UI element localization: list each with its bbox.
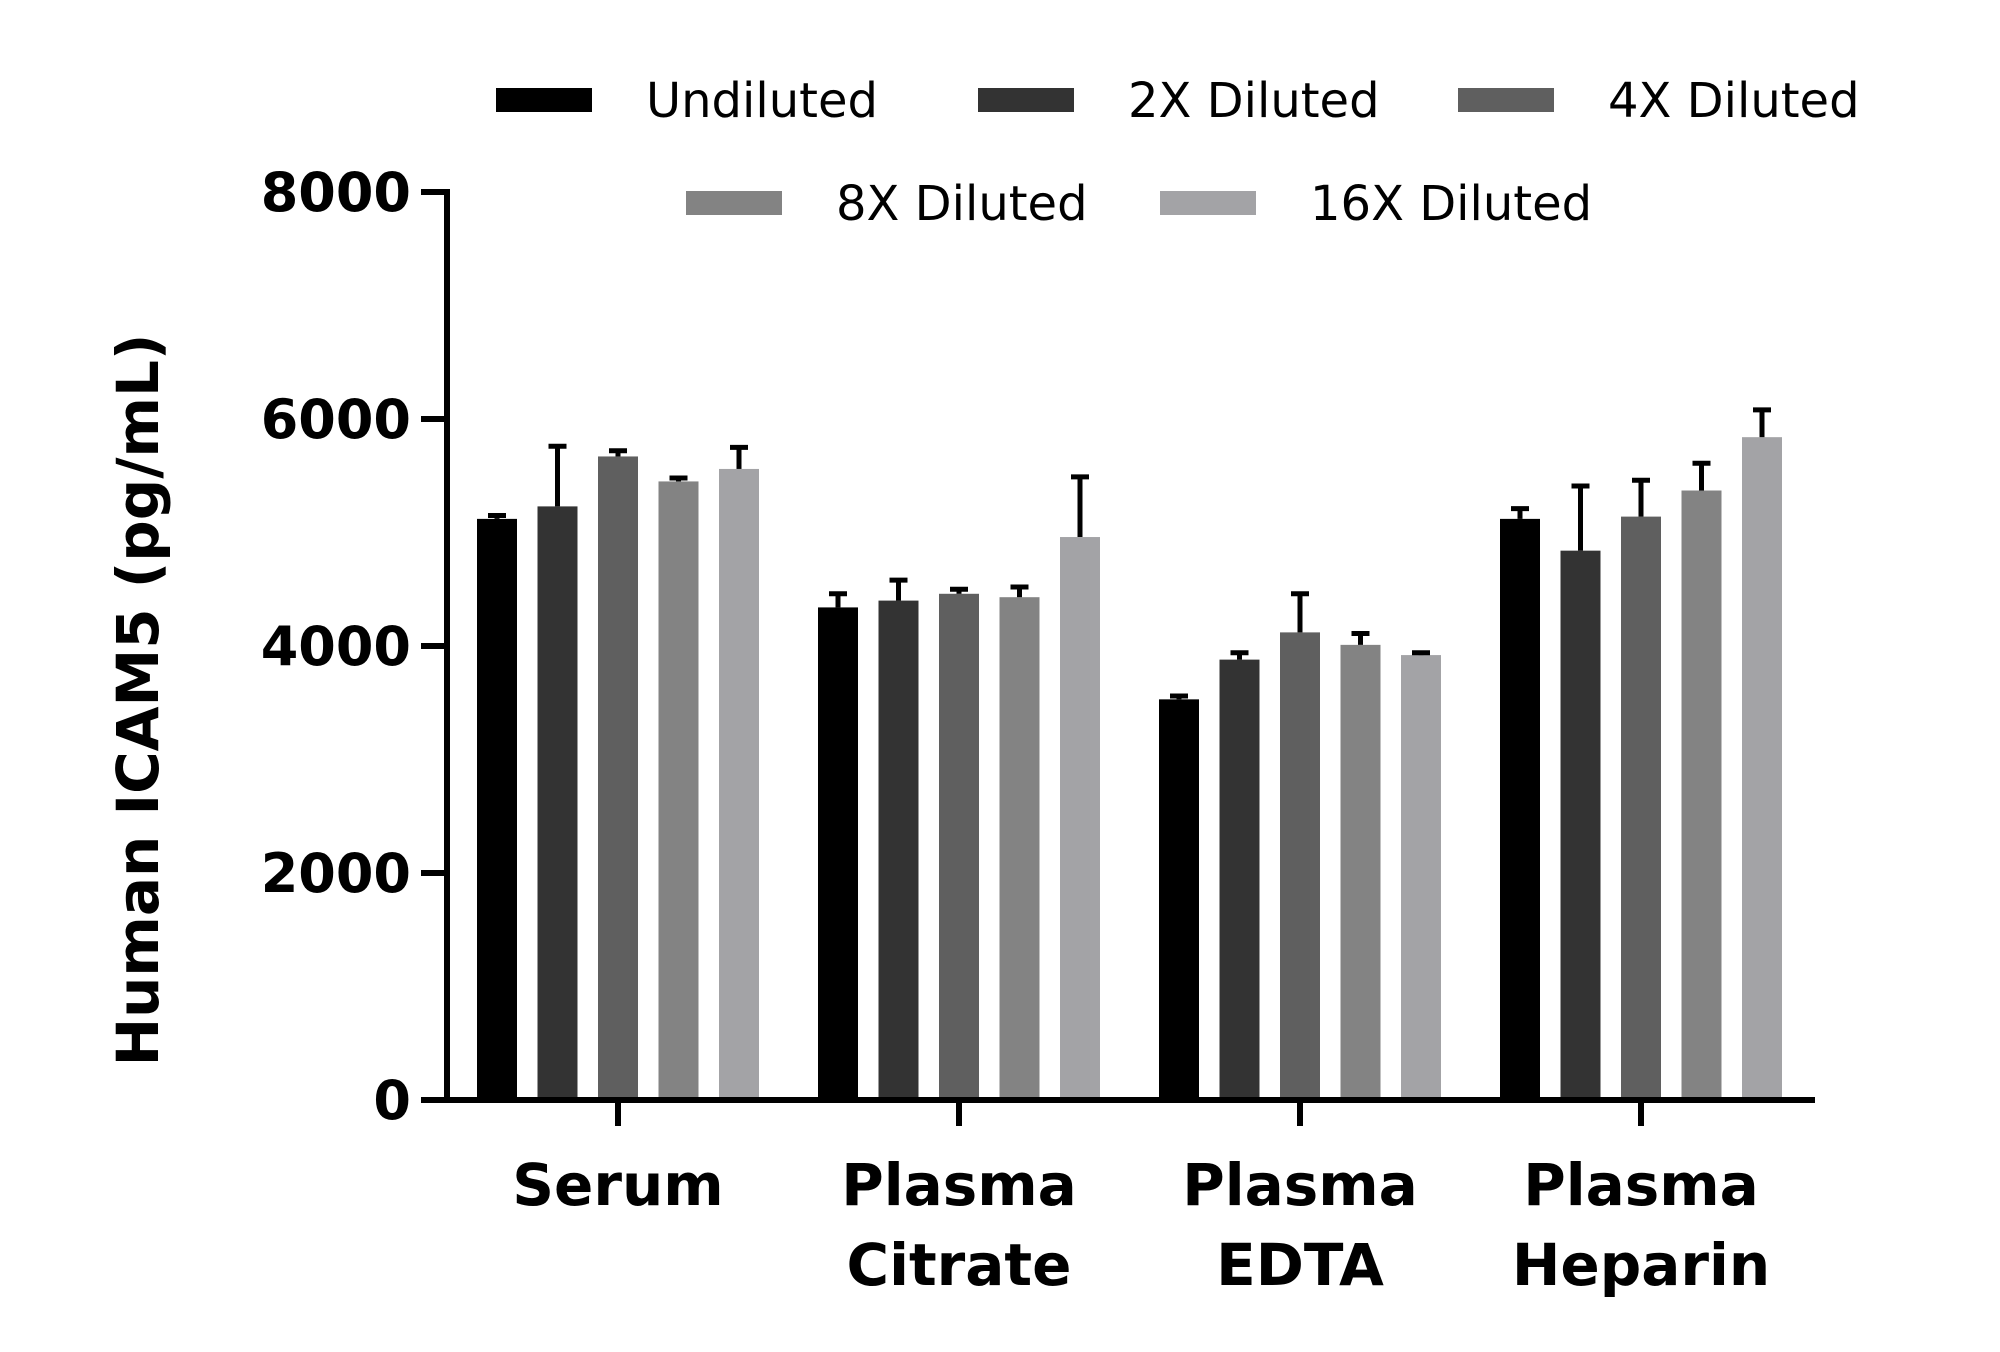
x-tick-label: Heparin <box>1512 1231 1770 1299</box>
y-tick-label: 4000 <box>261 615 411 678</box>
bars <box>477 407 1782 1101</box>
legend-swatch <box>978 88 1074 112</box>
legend-swatch <box>686 191 782 215</box>
legend-label: 8X Diluted <box>836 176 1088 232</box>
bar <box>1219 659 1260 1100</box>
bar <box>1681 490 1722 1100</box>
bar <box>818 607 858 1100</box>
x-tick-label: Serum <box>512 1151 723 1219</box>
bar <box>1401 655 1441 1100</box>
legend-swatch <box>1458 88 1554 112</box>
y-axis-label: Human ICAM5 (pg/mL) <box>104 334 172 1067</box>
bar <box>658 481 699 1100</box>
legend-swatch <box>1160 191 1256 215</box>
bar <box>598 456 638 1101</box>
y-tick-label: 8000 <box>261 161 411 224</box>
legend: Undiluted 2X Diluted 4X Diluted 8X Diluted 1… <box>496 73 1860 232</box>
bar <box>477 518 517 1100</box>
y-tick-label: 0 <box>373 1069 411 1132</box>
bar <box>939 593 979 1100</box>
x-axis: Serum Plasma Citrate Plasma EDTA Plasma Hepari… <box>444 1097 1815 1299</box>
bar <box>537 506 578 1100</box>
x-tick-label: Citrate <box>847 1231 1072 1299</box>
bar <box>1060 537 1100 1100</box>
legend-label: 4X Diluted <box>1608 73 1860 129</box>
legend-label: 16X Diluted <box>1310 176 1592 232</box>
y-tick-label: 6000 <box>261 388 411 451</box>
bar <box>719 468 759 1100</box>
x-tick-label: EDTA <box>1216 1231 1384 1299</box>
bar <box>999 597 1040 1100</box>
bar <box>1500 518 1540 1100</box>
bar <box>1621 516 1661 1100</box>
bar <box>1340 644 1381 1100</box>
x-tick-label: Plasma <box>1182 1151 1418 1219</box>
bar <box>878 600 919 1100</box>
bar <box>1159 699 1199 1100</box>
bar <box>1742 437 1782 1100</box>
bar <box>1560 550 1601 1100</box>
x-tick-label: Plasma <box>1523 1151 1759 1219</box>
bar <box>1280 632 1320 1100</box>
legend-label: 2X Diluted <box>1128 73 1380 129</box>
legend-label: Undiluted <box>646 73 878 129</box>
y-tick-label: 2000 <box>261 842 411 905</box>
x-tick-label: Plasma <box>841 1151 1077 1219</box>
legend-swatch <box>496 88 592 112</box>
y-axis: 0 2000 4000 6000 8000 <box>261 161 450 1132</box>
